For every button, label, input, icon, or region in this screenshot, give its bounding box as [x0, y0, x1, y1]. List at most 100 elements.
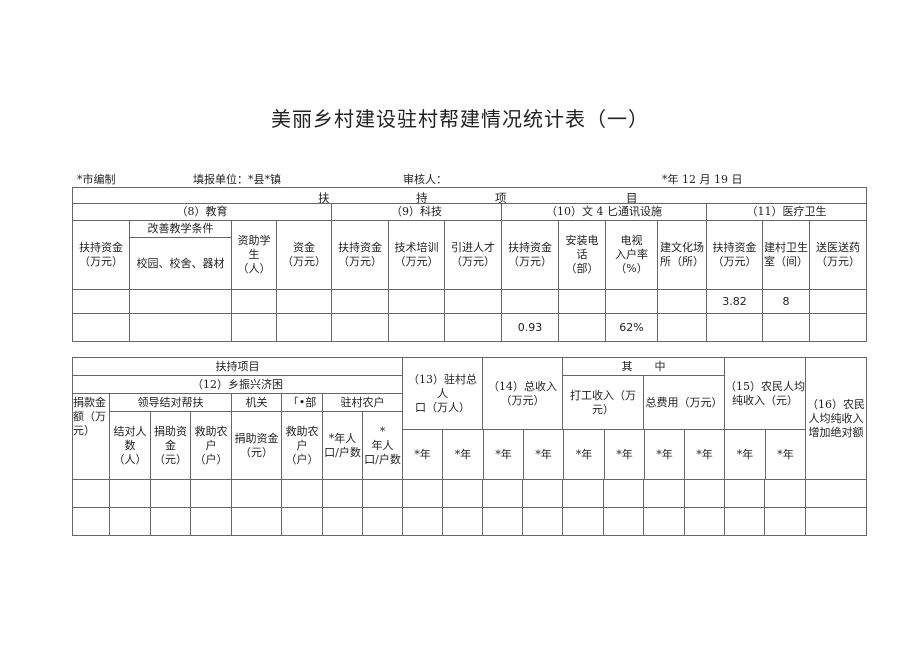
data-cell: 3.82: [706, 289, 763, 314]
data-cell: [322, 507, 363, 536]
year-header: *年: [442, 429, 484, 480]
cell-text: 扶持项目: [215, 359, 260, 373]
cell-text: （13）驻村总人 口（万人）: [408, 372, 477, 414]
column-header-year-pop: *年人 口/户数: [322, 411, 363, 480]
cell-text: 扶持资金 （万元）: [508, 241, 552, 268]
column-header-culture-phone: 安装电 话 （部）: [558, 220, 606, 290]
cell-text: 电视 入户率 （%）: [615, 234, 648, 275]
cell-text: （11）医疗卫生: [746, 205, 827, 218]
cell-text: 其 中: [621, 359, 666, 373]
cell-text: 技术培训 （万元）: [394, 241, 439, 268]
cell-text: 「•部: [287, 395, 317, 409]
data-cell: [331, 289, 389, 314]
top-header-char: 扶: [318, 191, 330, 205]
data-cell: [231, 479, 282, 508]
column-header-leader-pair: 领导结对帮扶: [109, 393, 232, 412]
cell-text: 机关: [245, 395, 268, 409]
data-cell: [805, 479, 867, 508]
data-cell: [322, 479, 363, 508]
cell-text: 0.93: [517, 320, 543, 334]
cell-text: （9）科技: [391, 205, 442, 218]
cell-text: （10）文 4 匕通讯设施: [546, 205, 662, 218]
data-cell: [562, 507, 604, 536]
cell-text: *年: [535, 447, 552, 461]
data-cell: [562, 479, 604, 508]
data-cell: [388, 289, 445, 314]
cell-text: 捐助资 金 （元）: [154, 424, 187, 466]
cell-text: 建村卫生 室（间）: [764, 241, 808, 268]
data-cell: [482, 507, 523, 536]
cell-text: *年: [777, 447, 794, 461]
cell-text: 3.82: [722, 294, 747, 308]
data-cell: [684, 507, 725, 536]
cell-text: * 年人 口/户数: [364, 424, 401, 466]
data-cell: [281, 479, 323, 508]
column-header-edu-aid-students: 资助学 生 （人）: [231, 220, 277, 290]
cell-text: 驻村农户: [340, 395, 385, 409]
top-header-char: 项: [495, 191, 507, 205]
cell-text: 资助学 生 （人）: [237, 234, 271, 275]
column-header-year-pop: * 年人 口/户数: [362, 411, 403, 480]
data-cell: [522, 507, 563, 536]
data-cell: [129, 313, 232, 342]
data-cell: [657, 289, 707, 314]
cell-text: 8: [782, 294, 790, 308]
column-header-culture-fund: 扶持资金 （万元）: [501, 220, 559, 290]
column-header-edu-improve: 改善教学条件: [129, 220, 232, 238]
cell-text: *年人 口/户数: [324, 431, 361, 459]
year-header: *年: [765, 429, 806, 480]
data-cell: [362, 507, 403, 536]
column-header-edu-aid-fund: 资金 （万元）: [276, 220, 332, 290]
data-cell: 8: [762, 289, 810, 314]
column-header-edu-campus: 校园、校舍、器材: [129, 237, 232, 290]
year-header: *年: [563, 429, 605, 480]
data-cell: [558, 313, 606, 342]
cell-text: *年: [454, 447, 472, 461]
cell-text: *年: [736, 447, 754, 461]
cell-text: 捐助资金 （元）: [234, 431, 279, 459]
cell-text: （8）教育: [176, 205, 228, 218]
data-cell: [643, 479, 685, 508]
compiler: *市编制: [77, 173, 116, 186]
column-header-tech-training: 技术培训 （万元）: [388, 220, 445, 290]
cell-text: 送医送药 （万元）: [816, 241, 860, 268]
column-header-organ-fund: 捐助资金 （元）: [231, 411, 282, 480]
section-header: （11）医疗卫生: [706, 203, 867, 221]
column-header-aid-households: 救助农 户 （户）: [190, 411, 232, 480]
data-cell: [684, 479, 725, 508]
data-cell: [190, 479, 232, 508]
data-cell: [150, 507, 191, 536]
cell-text: 扶持资金 （万元）: [79, 241, 123, 268]
data-cell: [276, 289, 332, 314]
year-header: *年: [644, 429, 685, 480]
cell-text: 62%: [619, 320, 644, 334]
data-cell: [231, 507, 282, 536]
column-header-donate-fund: 捐助资 金 （元）: [150, 411, 191, 480]
cell-text: 校园、校舍、器材: [136, 256, 225, 270]
year-header: *年: [483, 429, 524, 480]
column-header-tech-talent: 引进人才 （万元）: [444, 220, 502, 290]
data-cell: [724, 479, 765, 508]
column-header-organ: 机关: [231, 393, 282, 412]
column-header-total-income: （14）总收入 （万元）: [482, 357, 563, 430]
data-cell: [764, 479, 806, 508]
cell-text: *年: [696, 447, 713, 461]
data-cell: [109, 507, 151, 536]
column-header-tech-fund: 扶持资金 （万元）: [331, 220, 389, 290]
report-date: *年 12 月 19 日: [662, 173, 743, 186]
column-header-total-cost: 总费用（万元）: [643, 375, 725, 430]
data-cell: [605, 289, 658, 314]
data-cell: [482, 479, 523, 508]
section-header: （9）科技: [331, 203, 502, 221]
cell-text: 领导结对帮扶: [137, 395, 204, 409]
reviewer: 审核人：: [403, 173, 447, 186]
data-cell: [72, 313, 130, 342]
column-header-population: （13）驻村总人 口（万人）: [402, 357, 483, 430]
data-cell: [150, 479, 191, 508]
data-cell: [72, 289, 130, 314]
cell-text: 打工收入（万 元）: [570, 388, 636, 416]
cell-text: 资金 （万元）: [282, 241, 326, 268]
data-cell: [231, 289, 277, 314]
data-cell: [558, 289, 606, 314]
data-cell: [362, 479, 403, 508]
